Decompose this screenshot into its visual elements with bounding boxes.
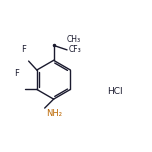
Text: NH₂: NH₂: [46, 109, 62, 118]
Text: CF₃: CF₃: [69, 45, 81, 54]
Text: F: F: [14, 69, 19, 78]
Text: CH₃: CH₃: [66, 35, 80, 44]
Text: HCl: HCl: [107, 87, 123, 96]
Text: F: F: [21, 45, 26, 54]
